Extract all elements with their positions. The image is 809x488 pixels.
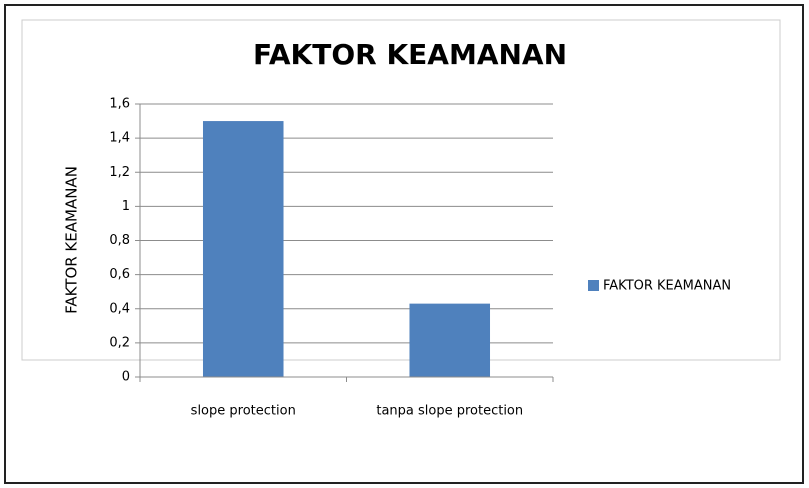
legend-label: FAKTOR KEAMANAN: [603, 279, 731, 294]
legend-swatch: [588, 280, 599, 291]
frame: [4, 4, 804, 484]
y-tick-label: 0,6: [109, 267, 130, 282]
x-tick-label: tanpa slope protection: [376, 404, 523, 419]
y-tick-label: 0: [122, 370, 130, 385]
y-tick-label: 0,2: [109, 335, 130, 350]
y-tick-label: 1,4: [109, 131, 130, 146]
bar: [202, 121, 284, 377]
y-tick-label: 1: [122, 199, 130, 214]
chart-title: FAKTOR KEAMANAN: [253, 38, 567, 71]
y-tick-label: 0,4: [109, 301, 130, 316]
x-tick-label: slope protection: [191, 404, 296, 419]
y-tick-label: 0,8: [109, 233, 130, 248]
y-tick-label: 1,2: [109, 165, 130, 180]
chart-area: [21, 19, 781, 361]
y-tick-label: 1,6: [109, 97, 130, 112]
bar: [409, 303, 491, 377]
y-axis-label: FAKTOR KEAMANAN: [63, 166, 81, 314]
